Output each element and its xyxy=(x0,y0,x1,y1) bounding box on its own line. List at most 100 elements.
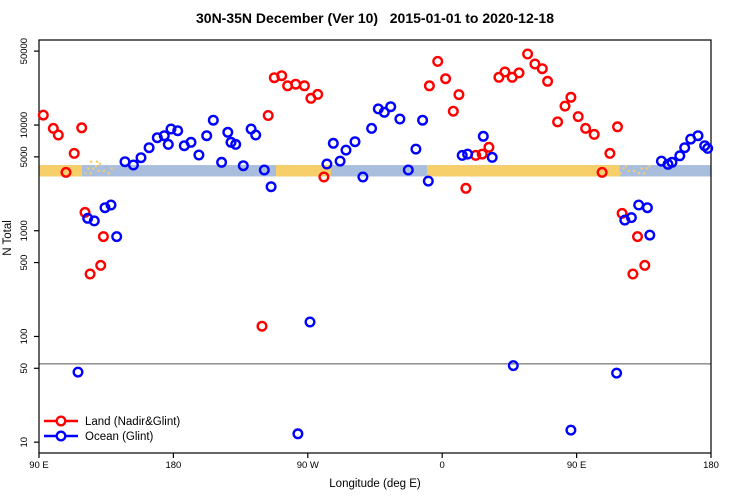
data-point-land xyxy=(572,111,584,123)
data-point-ocean xyxy=(402,164,414,176)
map-strip-speckle xyxy=(98,162,102,165)
data-point-ocean xyxy=(366,122,378,134)
y-tick-label: 10 xyxy=(19,437,30,448)
plot-border xyxy=(38,39,712,454)
data-point-ocean xyxy=(193,149,205,161)
data-point-ocean xyxy=(162,138,174,150)
data-point-ocean xyxy=(265,181,277,193)
map-strip-speckle xyxy=(645,167,648,170)
map-strip-ocean xyxy=(39,165,711,177)
data-point-land xyxy=(513,67,525,79)
data-point-land xyxy=(47,122,59,134)
data-point-ocean xyxy=(165,123,177,135)
data-point-ocean xyxy=(250,129,262,141)
data-point-land xyxy=(79,206,91,218)
data-point-ocean xyxy=(644,229,656,241)
map-strip-speckle xyxy=(89,172,92,175)
data-point-ocean xyxy=(477,130,489,142)
map-strip-speckle xyxy=(110,167,113,170)
map-strip-speckle xyxy=(95,165,98,168)
data-point-ocean xyxy=(456,149,468,161)
data-point-land xyxy=(483,141,495,153)
data-point-land xyxy=(588,128,600,140)
data-point-land xyxy=(627,268,639,280)
data-point-ocean xyxy=(292,428,304,440)
map-strip-speckle xyxy=(625,165,628,168)
data-point-ocean xyxy=(237,160,249,172)
data-point-ocean xyxy=(340,144,352,156)
data-point-land xyxy=(522,48,534,60)
data-point-ocean xyxy=(222,126,234,138)
data-point-land xyxy=(493,71,505,83)
data-point-land xyxy=(423,80,435,92)
data-point-ocean xyxy=(702,142,714,154)
data-point-land xyxy=(262,109,274,121)
data-point-land xyxy=(68,147,80,159)
data-point-ocean xyxy=(410,143,422,155)
data-point-ocean xyxy=(201,130,213,142)
x-tick-label: 180 xyxy=(703,460,719,471)
data-point-ocean xyxy=(230,138,242,150)
data-point-ocean xyxy=(507,360,519,372)
chart-title: 30N-35N December (Ver 10) 2015-01-01 to … xyxy=(196,10,554,26)
data-point-ocean xyxy=(72,366,84,378)
data-point-land xyxy=(256,320,268,332)
data-point-land xyxy=(639,259,651,271)
map-strip-speckle xyxy=(102,169,105,173)
y-tick-label: 50 xyxy=(19,363,30,374)
data-point-ocean xyxy=(105,199,117,211)
data-point-land xyxy=(312,88,324,100)
data-point-land xyxy=(604,147,616,159)
legend-label: Land (Nadir&Glint) xyxy=(85,416,180,428)
map-strip-speckle xyxy=(627,169,630,173)
data-point-ocean xyxy=(462,148,474,160)
data-point-ocean xyxy=(216,156,228,168)
data-point-ocean xyxy=(99,202,111,214)
map-strip-land xyxy=(275,165,331,177)
map-strip-speckle xyxy=(632,169,635,173)
data-point-land xyxy=(37,109,49,121)
data-point-land xyxy=(447,105,459,117)
data-point-ocean xyxy=(422,175,434,187)
data-point-ocean xyxy=(486,151,498,163)
map-strip-speckle xyxy=(108,172,111,175)
data-point-land xyxy=(612,121,624,133)
map-strip-speckle xyxy=(97,169,100,173)
y-tick-label: 500 xyxy=(19,255,30,271)
data-point-ocean xyxy=(349,136,361,148)
data-point-land xyxy=(559,100,571,112)
map-strip-speckle xyxy=(619,172,622,175)
data-point-land xyxy=(529,58,541,70)
data-point-land xyxy=(60,166,72,178)
data-point-land xyxy=(84,268,96,280)
data-point-ocean xyxy=(378,106,390,118)
data-point-land xyxy=(565,91,577,103)
data-point-land xyxy=(95,259,107,271)
data-point-ocean xyxy=(385,101,397,113)
map-strip-speckle xyxy=(648,165,651,168)
data-point-land xyxy=(298,80,310,92)
data-point-land xyxy=(536,63,548,75)
data-point-ocean xyxy=(674,150,686,162)
map-strip-speckle xyxy=(89,160,93,163)
data-point-ocean xyxy=(258,164,270,176)
x-tick-label: 90 E xyxy=(567,460,587,471)
x-axis-label: Longitude (deg E) xyxy=(329,478,421,490)
map-strip-speckle xyxy=(622,167,625,170)
y-tick-label: 50000 xyxy=(19,38,30,64)
map-strip-speckle xyxy=(640,167,643,170)
data-point-land xyxy=(596,166,608,178)
data-point-ocean xyxy=(666,156,678,168)
data-point-ocean xyxy=(111,231,123,243)
data-point-ocean xyxy=(394,113,406,125)
data-point-ocean xyxy=(321,158,333,170)
data-point-ocean xyxy=(625,212,637,224)
data-point-ocean xyxy=(143,142,155,154)
y-tick-label: 5000 xyxy=(19,146,30,167)
y-tick-label: 10000 xyxy=(19,112,30,138)
y-tick-label: 1000 xyxy=(19,220,30,241)
data-point-land xyxy=(460,182,472,194)
data-point-land xyxy=(580,122,592,134)
map-strip-speckle xyxy=(95,160,99,163)
